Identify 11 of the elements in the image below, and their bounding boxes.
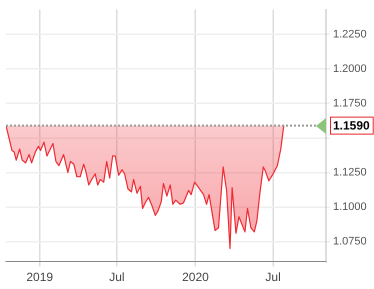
y-tick-label: 1.0750	[333, 236, 367, 248]
y-tick-label: 1.1250	[333, 166, 367, 179]
ref-line-label: 1.1590	[333, 118, 370, 132]
y-tick-label: 1.1000	[333, 201, 367, 214]
x-tick-label: Jul	[265, 270, 281, 284]
y-tick-label: 1.2250	[333, 28, 367, 40]
y-tick-label: 1.2000	[333, 63, 367, 76]
x-tick-label: 2019	[26, 270, 54, 284]
x-tick-label: Jul	[109, 270, 125, 284]
x-tick-label: 2020	[182, 270, 210, 284]
y-tick-label: 1.1750	[333, 98, 367, 110]
